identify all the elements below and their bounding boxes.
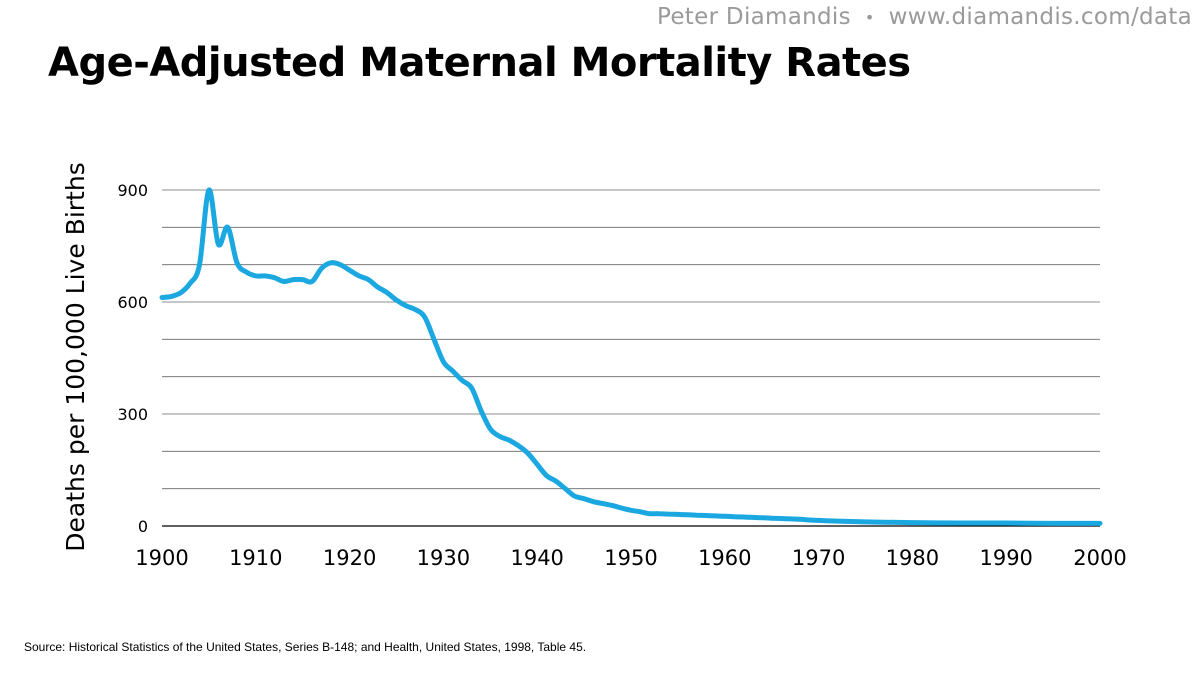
x-tick-label: 1950 xyxy=(604,546,657,570)
brand-url: www.diamandis.com/data xyxy=(888,4,1192,30)
y-axis-label: Deaths per 100,000 Live Births xyxy=(61,162,90,551)
brand-separator: • xyxy=(864,7,875,27)
x-tick-label: 1940 xyxy=(510,546,563,570)
y-axis-ticks: 0 300 600 900 xyxy=(117,181,148,536)
source-note: Source: Historical Statistics of the Uni… xyxy=(24,640,587,654)
x-tick-label: 2000 xyxy=(1073,546,1126,570)
x-tick-label: 1900 xyxy=(135,546,188,570)
y-tick-label: 900 xyxy=(117,181,148,200)
gridlines xyxy=(162,189,1100,527)
brand-header: Peter Diamandis • www.diamandis.com/data xyxy=(657,2,1192,32)
page-title: Age-Adjusted Maternal Mortality Rates xyxy=(48,40,911,86)
x-axis-ticks: 1900 1910 1920 1930 1940 1950 1960 1970 1980 1990… xyxy=(135,546,1126,570)
y-tick-label: 600 xyxy=(117,293,148,312)
x-tick-label: 1990 xyxy=(979,546,1032,570)
x-tick-label: 1920 xyxy=(323,546,376,570)
x-tick-label: 1930 xyxy=(417,546,470,570)
y-tick-label: 0 xyxy=(138,517,148,536)
x-tick-label: 1910 xyxy=(229,546,282,570)
x-tick-label: 1970 xyxy=(792,546,845,570)
x-tick-label: 1980 xyxy=(886,546,939,570)
brand-name: Peter Diamandis xyxy=(657,4,851,30)
y-tick-label: 300 xyxy=(117,405,148,424)
series-line xyxy=(159,187,1103,526)
x-tick-label: 1960 xyxy=(698,546,751,570)
